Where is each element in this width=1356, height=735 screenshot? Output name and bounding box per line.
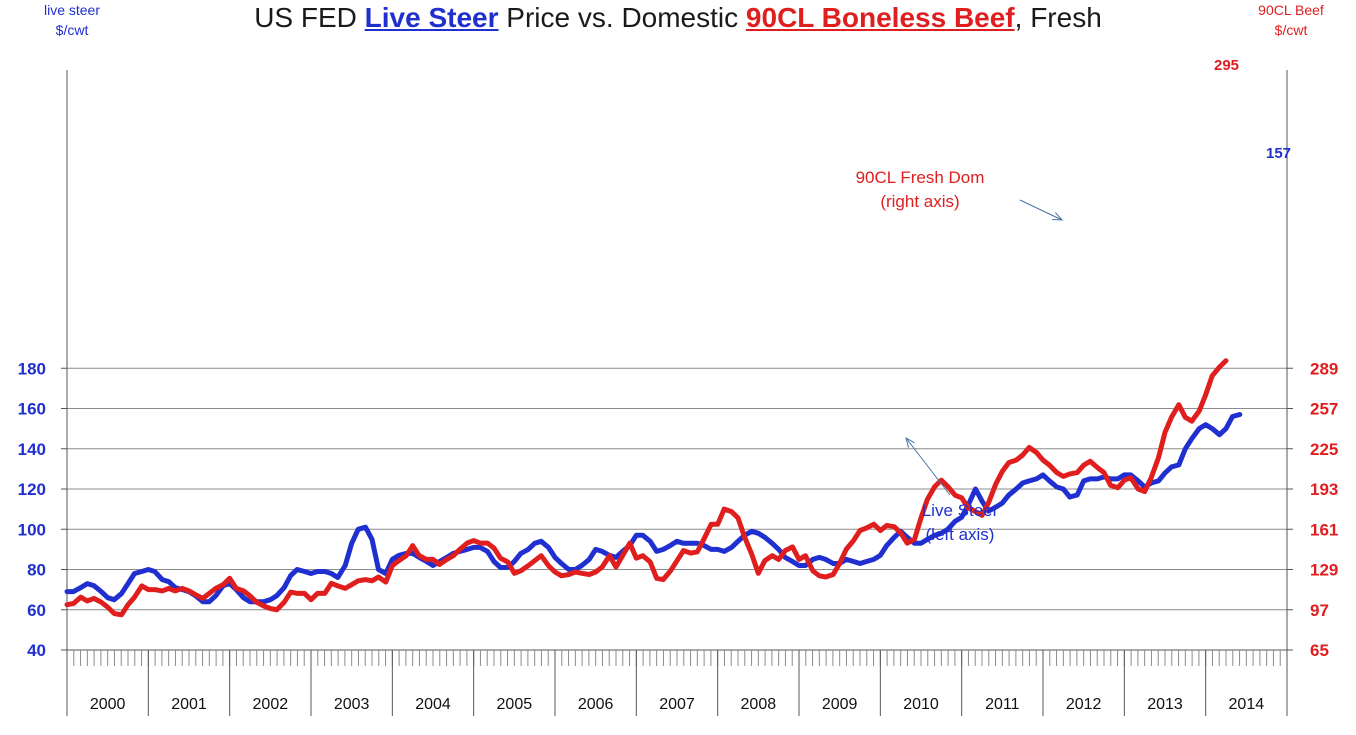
year-label: 2014 <box>1229 696 1265 713</box>
steer-annotation-line1: Live Steer <box>921 501 999 520</box>
year-label: 2000 <box>90 696 126 713</box>
right-axis-unit-line1: 90CL Beef <box>1258 2 1324 18</box>
title-live-steer: Live Steer <box>364 2 499 33</box>
chart-title: US FED Live Steer Price vs. Domestic 90C… <box>0 2 1356 34</box>
steer-annotation-arrow-head <box>905 436 915 448</box>
beef-end-value-label: 295 <box>1214 57 1240 74</box>
title-suffix: , Fresh <box>1014 2 1102 33</box>
year-label: 2005 <box>497 696 533 713</box>
beef-series-line <box>64 358 1229 618</box>
year-label: 2012 <box>1066 696 1102 713</box>
right-axis-tick-label: 257 <box>1310 400 1338 419</box>
steer-series-annotation: Live Steer (left axis) <box>890 499 1030 547</box>
year-label: 2011 <box>985 696 1020 713</box>
steer-end-value-label: 157 <box>1266 145 1292 162</box>
steer-annotation-line2: (left axis) <box>925 525 995 544</box>
left-axis-tick-label: 180 <box>18 359 46 378</box>
steer-series-line <box>64 412 1243 605</box>
year-label: 2004 <box>415 696 451 713</box>
year-label: 2003 <box>334 696 370 713</box>
year-label: 2009 <box>822 696 858 713</box>
left-axis-unit-line1: live steer <box>43 2 101 18</box>
beef-annotation-line2: (right axis) <box>880 192 960 211</box>
beef-annotation-arrow-head <box>1051 212 1064 221</box>
left-axis-tick-label: 40 <box>27 641 46 660</box>
left-axis-unit: live steer $/cwt <box>22 0 122 40</box>
right-axis-unit: 90CL Beef $/cwt <box>1236 0 1346 40</box>
left-axis-unit-line2: $/cwt <box>55 22 89 38</box>
beef-series-annotation: 90CL Fresh Dom (right axis) <box>830 166 1010 214</box>
right-axis-tick-label: 289 <box>1310 359 1338 378</box>
title-middle: Price vs. Domestic <box>498 2 746 33</box>
right-axis-tick-label: 161 <box>1310 520 1338 539</box>
year-label: 2006 <box>578 696 614 713</box>
right-axis-tick-label: 129 <box>1310 561 1338 580</box>
title-prefix: US FED <box>254 2 365 33</box>
year-label: 2002 <box>253 696 289 713</box>
right-axis-tick-label: 225 <box>1310 440 1338 459</box>
beef-annotation-arrow <box>1019 199 1063 221</box>
left-axis-tick-label: 140 <box>18 440 46 459</box>
left-axis-tick-label: 120 <box>18 480 46 499</box>
left-axis-tick-label: 80 <box>27 561 46 580</box>
year-label: 2001 <box>171 696 207 713</box>
year-label: 2013 <box>1147 696 1183 713</box>
year-label: 2008 <box>741 696 777 713</box>
right-axis-tick-label: 193 <box>1310 480 1338 499</box>
beef-annotation-line1: 90CL Fresh Dom <box>855 168 985 187</box>
right-axis-tick-label: 65 <box>1310 641 1329 660</box>
year-label: 2007 <box>659 696 695 713</box>
left-axis-tick-label: 60 <box>27 601 46 620</box>
left-axis-tick-label: 160 <box>18 400 46 419</box>
year-label: 2010 <box>903 696 939 713</box>
title-beef: 90CL Boneless Beef <box>745 2 1015 33</box>
right-axis-tick-label: 97 <box>1310 601 1329 620</box>
left-axis-tick-label: 100 <box>18 520 46 539</box>
right-axis-unit-line2: $/cwt <box>1274 22 1308 38</box>
steer-annotation-arrow <box>905 437 951 496</box>
